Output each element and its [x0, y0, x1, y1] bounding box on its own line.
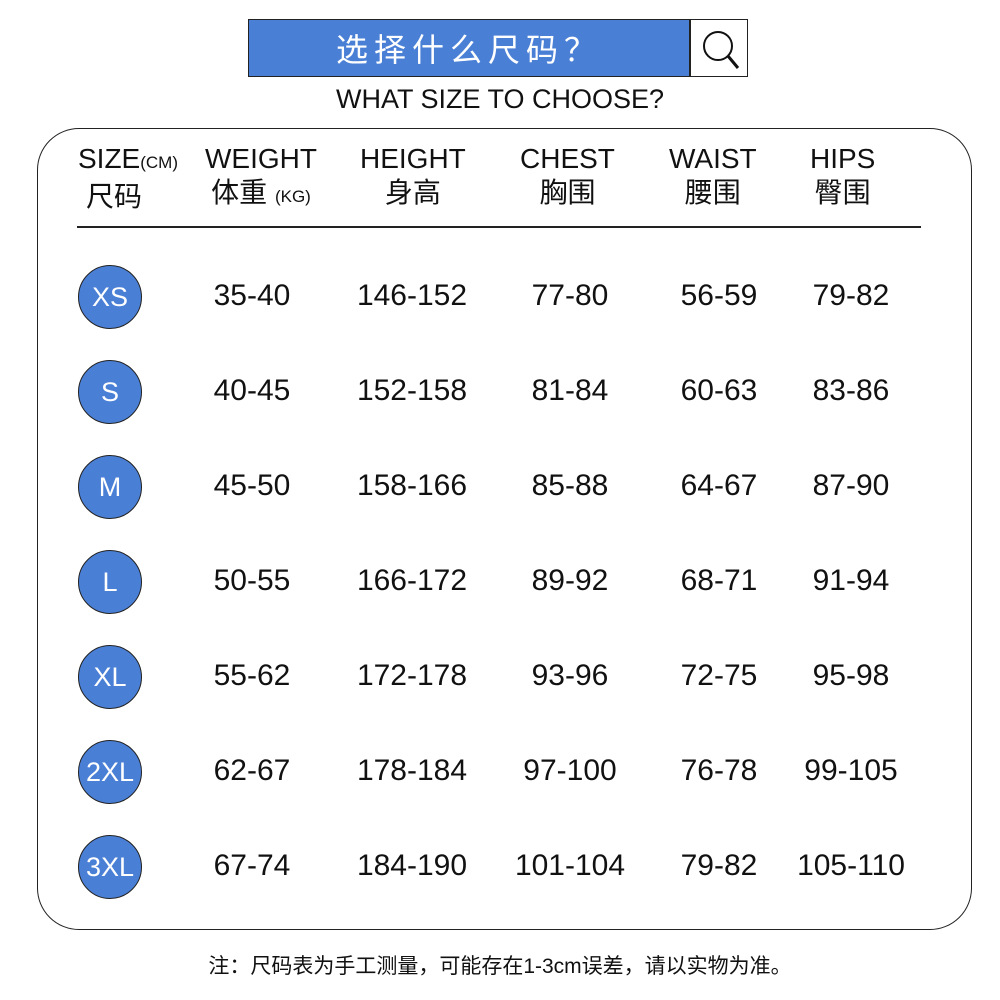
table-row: XS 35-40 146-152 77-80 56-59 79-82 — [0, 265, 1000, 331]
table-cell: 91-94 — [812, 564, 890, 597]
table-cell: 87-90 — [812, 469, 890, 502]
table-row: 3XL 67-74 184-190 101-104 79-82 105-110 — [0, 835, 1000, 901]
magnifier-icon — [703, 31, 740, 69]
table-row: M 45-50 158-166 85-88 64-67 87-90 — [0, 455, 1000, 521]
table-cell: 79-82 — [812, 279, 890, 312]
table-cell: 55-62 — [213, 659, 291, 692]
subtitle: WHAT SIZE TO CHOOSE? — [335, 84, 665, 114]
size-badge: L — [78, 550, 142, 614]
header-height: HEIGHT 身高 — [360, 143, 466, 208]
header-weight: WEIGHT 体重 (KG) — [205, 143, 317, 208]
table-row: 2XL 62-67 178-184 97-100 76-78 99-105 — [0, 740, 1000, 806]
table-cell: 67-74 — [213, 849, 291, 882]
size-badge: XS — [78, 265, 142, 329]
table-cell: 45-50 — [213, 469, 291, 502]
header-hips: HIPS 臀围 — [810, 143, 876, 208]
table-cell: 146-152 — [356, 279, 468, 312]
table-cell: 60-63 — [680, 374, 758, 407]
table-cell: 83-86 — [812, 374, 890, 407]
table-cell: 77-80 — [531, 279, 609, 312]
table-cell: 76-78 — [680, 754, 758, 787]
size-badge: 3XL — [78, 835, 142, 899]
table-cell: 97-100 — [523, 754, 617, 787]
table-cell: 178-184 — [356, 754, 468, 787]
table-cell: 166-172 — [356, 564, 468, 597]
table-row: L 50-55 166-172 89-92 68-71 91-94 — [0, 550, 1000, 616]
table-cell: 35-40 — [213, 279, 291, 312]
table-cell: 99-105 — [804, 754, 898, 787]
table-cell: 79-82 — [680, 849, 758, 882]
table-cell: 105-110 — [797, 849, 905, 882]
table-cell: 93-96 — [531, 659, 609, 692]
size-badge: M — [78, 455, 142, 519]
title-banner: 选择什么尺码？ — [248, 19, 690, 77]
size-badge: 2XL — [78, 740, 142, 804]
table-cell: 85-88 — [531, 469, 609, 502]
measurement-note: 注：尺码表为手工测量，可能存在1-3cm误差，请以实物为准。 — [208, 955, 792, 978]
table-cell: 68-71 — [680, 564, 758, 597]
table-cell: 172-178 — [356, 659, 468, 692]
header-waist: WAIST 腰围 — [669, 143, 757, 208]
table-cell: 89-92 — [531, 564, 609, 597]
table-row: XL 55-62 172-178 93-96 72-75 95-98 — [0, 645, 1000, 711]
table-cell: 72-75 — [680, 659, 758, 692]
table-cell: 62-67 — [213, 754, 291, 787]
header-divider — [77, 226, 921, 228]
size-table-card — [37, 128, 972, 930]
header-chest: CHEST 胸围 — [520, 143, 615, 208]
table-cell: 40-45 — [213, 374, 291, 407]
table-cell: 101-104 — [514, 849, 626, 882]
table-cell: 64-67 — [680, 469, 758, 502]
table-cell: 152-158 — [356, 374, 468, 407]
size-badge: S — [78, 360, 142, 424]
table-cell: 184-190 — [356, 849, 468, 882]
table-cell: 56-59 — [680, 279, 758, 312]
size-badge: XL — [78, 645, 142, 709]
search-button[interactable] — [690, 19, 748, 77]
header-size: SIZE(CM) 尺码 — [78, 143, 178, 212]
table-row: S 40-45 152-158 81-84 60-63 83-86 — [0, 360, 1000, 426]
table-cell: 50-55 — [213, 564, 291, 597]
table-cell: 81-84 — [531, 374, 609, 407]
table-cell: 95-98 — [812, 659, 890, 692]
table-cell: 158-166 — [356, 469, 468, 502]
